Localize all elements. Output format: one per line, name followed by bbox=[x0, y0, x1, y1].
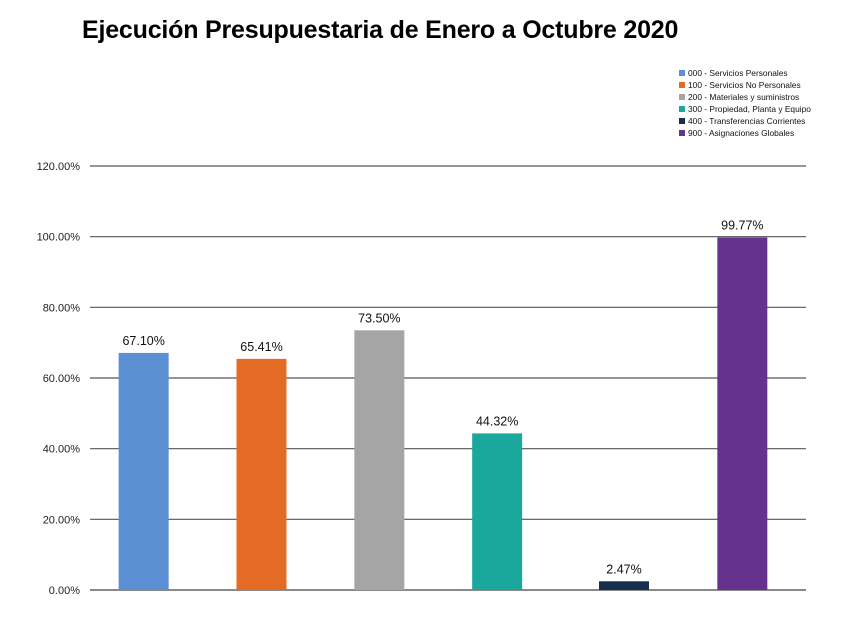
bar bbox=[236, 358, 287, 590]
y-tick-label: 100.00% bbox=[37, 232, 81, 244]
data-label: 99.77% bbox=[721, 218, 763, 232]
legend-item: 300 - Propiedad, Planta y Equipo bbox=[679, 103, 811, 115]
legend-item: 400 - Transferencias Corrientes bbox=[679, 115, 811, 127]
y-tick-label: 20.00% bbox=[43, 514, 81, 526]
data-label: 73.50% bbox=[358, 311, 400, 325]
legend-label: 900 - Asignaciones Globales bbox=[688, 128, 795, 138]
legend-swatch bbox=[679, 118, 685, 124]
legend-item: 000 - Servicios Personales bbox=[679, 67, 811, 79]
y-tick-label: 120.00% bbox=[37, 161, 81, 173]
legend-label: 400 - Transferencias Corrientes bbox=[688, 116, 806, 126]
bar bbox=[472, 433, 523, 590]
legend-swatch bbox=[679, 82, 685, 88]
legend-swatch bbox=[679, 94, 685, 100]
legend-swatch bbox=[679, 130, 685, 136]
legend-item: 900 - Asignaciones Globales bbox=[679, 127, 811, 139]
data-label: 2.47% bbox=[606, 562, 641, 576]
legend-swatch bbox=[679, 70, 685, 76]
legend-label: 100 - Servicios No Personales bbox=[688, 80, 801, 90]
y-tick-label: 60.00% bbox=[43, 373, 81, 385]
y-tick-label: 0.00% bbox=[49, 585, 80, 597]
legend-label: 000 - Servicios Personales bbox=[688, 68, 788, 78]
legend-label: 300 - Propiedad, Planta y Equipo bbox=[688, 104, 811, 114]
y-tick-label: 40.00% bbox=[43, 444, 81, 456]
data-label: 67.10% bbox=[122, 334, 164, 348]
legend-item: 200 - Materiales y suministros bbox=[679, 91, 811, 103]
data-label: 44.32% bbox=[476, 414, 518, 428]
legend-item: 100 - Servicios No Personales bbox=[679, 79, 811, 91]
y-tick-label: 80.00% bbox=[43, 302, 81, 314]
bar bbox=[599, 581, 649, 590]
legend-label: 200 - Materiales y suministros bbox=[688, 92, 800, 102]
data-label: 65.41% bbox=[240, 340, 282, 354]
chart-title: Ejecución Presupuestaria de Enero a Octu… bbox=[82, 16, 679, 44]
legend: 000 - Servicios Personales 100 - Servicio… bbox=[679, 67, 811, 139]
bar bbox=[717, 237, 768, 590]
bar bbox=[118, 352, 169, 590]
legend-swatch bbox=[679, 106, 685, 112]
bar bbox=[354, 330, 405, 590]
